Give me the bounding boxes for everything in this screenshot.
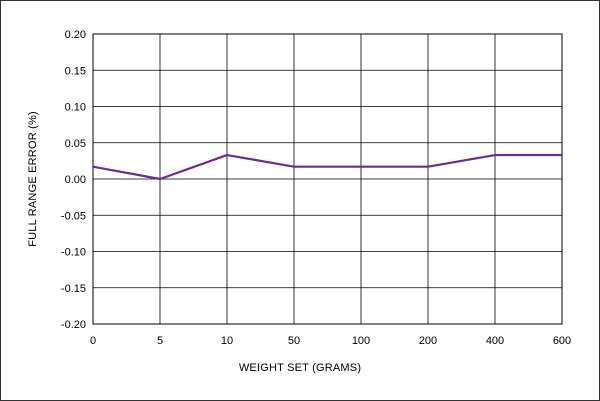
data-point [561,154,563,157]
y-tick-label: -0.10 [61,247,86,259]
data-point [427,165,429,168]
x-tick-label: 10 [221,335,233,347]
x-tick-labels: 0 5 10 50 100 200 400 600 [90,335,571,347]
x-tick-label: 600 [553,335,571,347]
y-tick-label: 0.00 [65,174,86,186]
data-point [159,178,161,180]
y-tick-labels: 0.20 0.15 0.10 0.05 0.00 -0.05 -0.10 -0.15 -0.20 [61,29,86,331]
y-tick-label: -0.20 [61,319,86,331]
horizontal-gridlines [93,69,562,289]
y-tick-label: -0.15 [61,283,86,295]
y-tick-label: -0.05 [61,210,86,222]
x-tick-label: 5 [157,335,163,347]
x-tick-label: 50 [288,335,300,347]
data-point [92,165,94,168]
x-tick-label: 100 [352,335,370,347]
data-point [494,154,496,157]
x-tick-label: 400 [486,335,504,347]
x-tick-label: 0 [90,335,96,347]
y-tick-label: 0.15 [65,65,86,77]
plot-area-border [92,33,563,325]
y-tick-label: 0.20 [65,29,86,41]
y-tick-label: 0.10 [65,102,86,114]
series-line [92,153,562,181]
x-axis-title: WEIGHT SET (GRAMS) [239,362,361,374]
x-tick-label: 200 [419,335,437,347]
y-tick-label: 0.05 [65,138,86,150]
y-axis-title: FULL RANGE ERROR (%) [27,111,39,247]
data-point [360,165,362,168]
series-points [92,154,563,180]
data-point [226,154,228,157]
data-point [293,165,295,168]
